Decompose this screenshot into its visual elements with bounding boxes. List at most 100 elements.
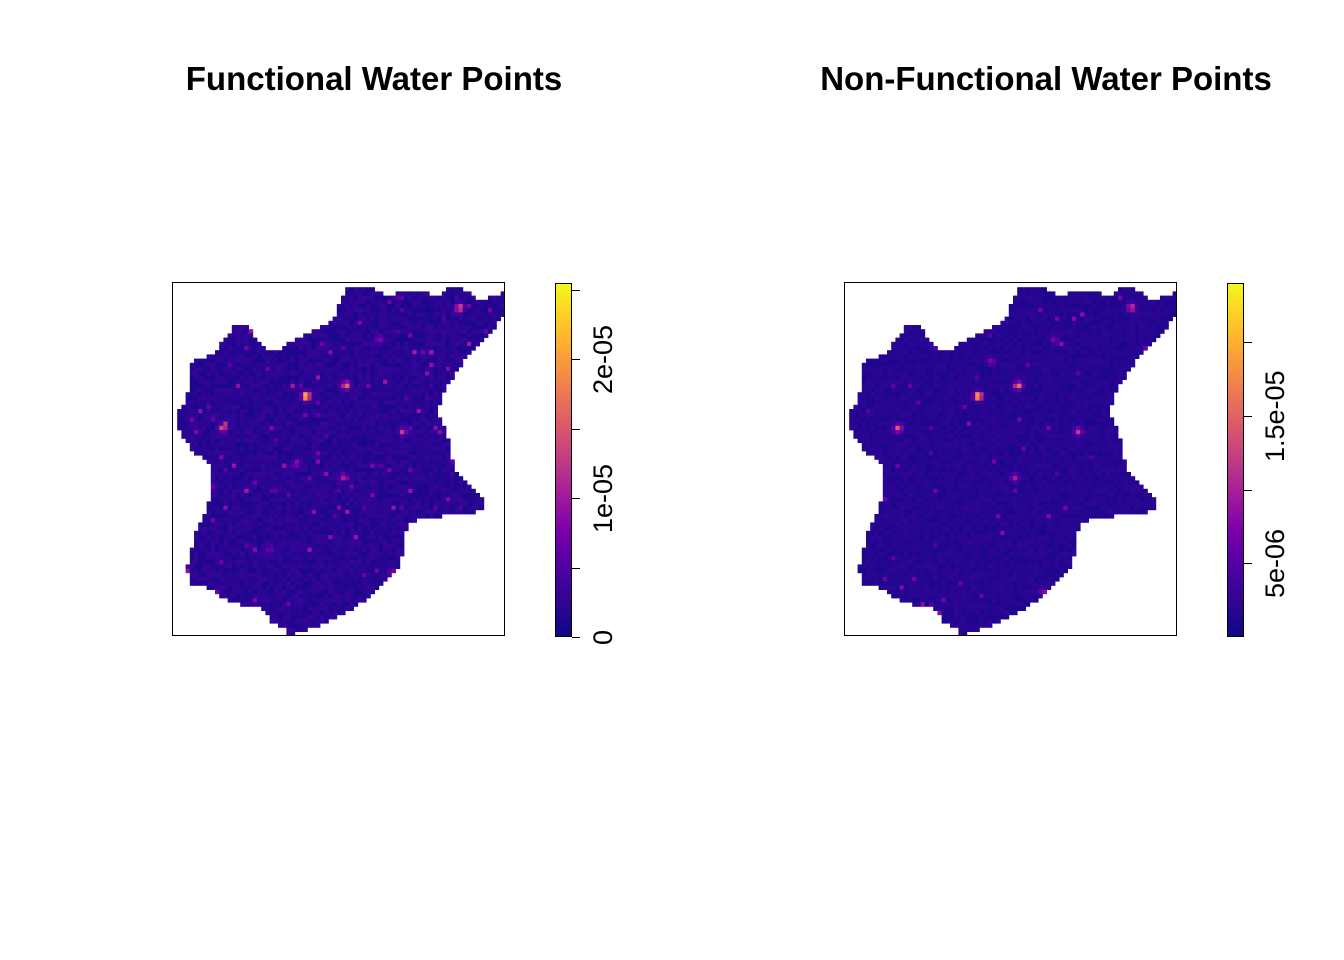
raster-cell bbox=[433, 388, 438, 393]
raster-cell bbox=[387, 333, 392, 338]
raster-cell bbox=[1101, 316, 1106, 322]
raster-cell bbox=[1151, 299, 1157, 305]
raster-cell bbox=[492, 316, 497, 322]
raster-cell bbox=[408, 417, 413, 422]
raster-cell bbox=[378, 509, 384, 515]
raster-cell bbox=[416, 312, 422, 317]
raster-cell bbox=[1050, 350, 1056, 355]
raster-cell bbox=[425, 488, 430, 494]
raster-cell bbox=[429, 396, 434, 401]
raster-cell bbox=[357, 581, 363, 586]
raster-cell bbox=[336, 535, 342, 540]
raster-cell bbox=[223, 383, 228, 389]
raster-cell bbox=[324, 476, 329, 481]
raster-cell bbox=[299, 585, 304, 590]
raster-cell bbox=[315, 346, 321, 351]
raster-cell bbox=[210, 438, 216, 443]
raster-cell bbox=[324, 556, 329, 561]
raster-cell bbox=[446, 493, 451, 498]
raster-cell bbox=[215, 371, 220, 376]
raster-cell bbox=[185, 568, 191, 574]
raster-cell bbox=[320, 446, 325, 452]
raster-cell bbox=[412, 425, 417, 431]
raster-cell bbox=[887, 350, 892, 355]
raster-cell bbox=[198, 409, 203, 414]
raster-cell bbox=[210, 493, 216, 498]
raster-cell bbox=[425, 434, 430, 439]
raster-cell bbox=[257, 346, 262, 351]
raster-cell bbox=[231, 333, 237, 338]
raster-cell bbox=[248, 577, 254, 582]
raster-cell bbox=[336, 396, 342, 401]
raster-cell bbox=[194, 577, 199, 582]
raster-cell bbox=[1050, 312, 1056, 317]
raster-cell bbox=[404, 329, 409, 334]
raster-cell bbox=[286, 602, 291, 607]
raster-cell bbox=[206, 577, 212, 582]
raster-cell bbox=[227, 400, 233, 406]
raster-cell bbox=[257, 341, 262, 347]
raster-cell bbox=[1080, 304, 1085, 309]
raster-cell bbox=[1017, 337, 1022, 343]
raster-cell bbox=[215, 530, 220, 536]
raster-cell bbox=[311, 547, 317, 553]
raster-cell bbox=[378, 421, 384, 427]
raster-cell bbox=[223, 488, 228, 494]
raster-cell bbox=[399, 514, 405, 519]
raster-cell bbox=[269, 564, 275, 569]
raster-cell bbox=[1151, 320, 1157, 326]
raster-cell bbox=[273, 375, 279, 380]
raster-cell bbox=[324, 606, 329, 611]
raster-cell bbox=[223, 459, 228, 464]
raster-cell bbox=[320, 430, 325, 435]
raster-cell bbox=[257, 589, 262, 595]
raster-cell bbox=[328, 526, 333, 532]
raster-cell bbox=[433, 362, 438, 368]
raster-cell bbox=[336, 476, 342, 481]
raster-cell bbox=[345, 367, 350, 372]
raster-cell bbox=[210, 354, 216, 359]
raster-cell bbox=[210, 526, 216, 532]
raster-cell bbox=[324, 442, 329, 448]
raster-cell bbox=[336, 526, 342, 532]
raster-cell bbox=[345, 564, 350, 569]
raster-cell bbox=[441, 325, 447, 330]
raster-cell bbox=[332, 404, 338, 410]
raster-cell bbox=[1130, 291, 1136, 296]
raster-cell bbox=[341, 476, 346, 481]
raster-cell bbox=[1067, 304, 1073, 309]
raster-cell bbox=[387, 564, 392, 569]
raster-cell bbox=[290, 627, 296, 632]
raster-cell bbox=[223, 593, 228, 599]
raster-cell bbox=[219, 505, 224, 511]
raster-cell bbox=[1008, 337, 1014, 343]
raster-cell bbox=[1013, 337, 1018, 343]
raster-cell bbox=[404, 291, 409, 296]
raster-cell bbox=[420, 367, 426, 372]
raster-cell bbox=[391, 304, 396, 309]
raster-cell bbox=[269, 409, 275, 414]
raster-cell bbox=[891, 362, 896, 368]
raster-cell bbox=[416, 375, 422, 380]
raster-cell bbox=[282, 593, 287, 599]
raster-cell bbox=[328, 501, 333, 506]
raster-cell bbox=[1017, 329, 1022, 334]
raster-cell bbox=[404, 299, 409, 305]
raster-cell bbox=[420, 354, 426, 359]
raster-cell bbox=[257, 446, 262, 452]
raster-cell bbox=[307, 602, 312, 607]
raster-cell bbox=[265, 388, 270, 393]
raster-cell bbox=[471, 501, 476, 506]
raster-cell bbox=[412, 333, 417, 338]
raster-cell bbox=[446, 480, 451, 485]
raster-cell bbox=[223, 581, 228, 586]
raster-cell bbox=[353, 417, 359, 422]
raster-cell bbox=[286, 367, 291, 372]
raster-cell bbox=[206, 383, 212, 389]
raster-cell bbox=[475, 341, 480, 347]
raster-cell bbox=[185, 425, 191, 431]
raster-cell bbox=[420, 404, 426, 410]
raster-cell bbox=[471, 497, 476, 502]
raster-cell bbox=[273, 379, 279, 385]
raster-cell bbox=[1109, 316, 1115, 322]
